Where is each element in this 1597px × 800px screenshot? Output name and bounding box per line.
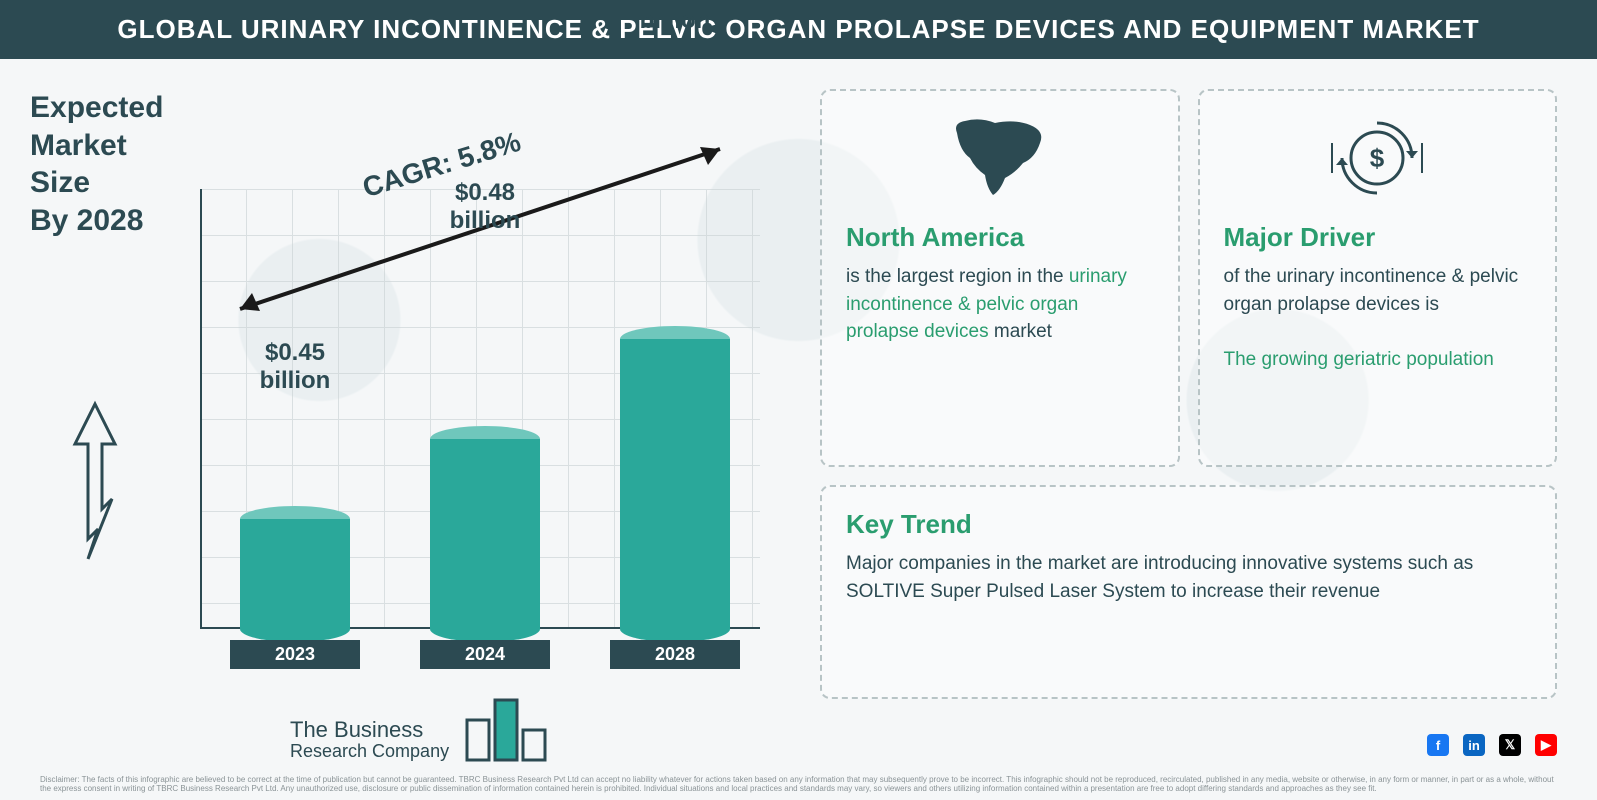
card-text-pre: is the largest region in the: [846, 266, 1069, 287]
bar-bottom: [620, 616, 730, 642]
bar-2024: $0.48 billion 2024: [430, 439, 540, 629]
card-major-driver: $ Major Driver of the urinary incontinen…: [1198, 89, 1558, 467]
right-panel: North America is the largest region in t…: [820, 59, 1597, 699]
header-title: GLOBAL URINARY INCONTINENCE & PELVIC ORG…: [117, 14, 1479, 44]
social-glyph: 𝕏: [1505, 737, 1515, 753]
x-icon[interactable]: 𝕏: [1499, 734, 1521, 756]
card-body: is the largest region in the urinary inc…: [846, 263, 1154, 346]
social-glyph: f: [1436, 738, 1440, 753]
bars-container: $0.45 billion 2023 $0.48 billion: [200, 189, 760, 629]
bar-value-l2: billion: [415, 207, 555, 235]
bar-body: [430, 439, 540, 629]
year-label: 2024: [420, 640, 550, 669]
social-links: f in 𝕏 ▶: [1427, 734, 1557, 756]
content-area: Expected Market Size By 2028 CAGR: 5.8% …: [0, 59, 1597, 699]
north-america-map-icon: [945, 113, 1055, 203]
bar-bottom: [430, 616, 540, 642]
bar-2023: $0.45 billion 2023: [240, 519, 350, 629]
logo-bars-icon: [461, 692, 551, 762]
card-body: Major companies in the market are introd…: [846, 550, 1531, 605]
header-bar: GLOBAL URINARY INCONTINENCE & PELVIC ORG…: [0, 0, 1597, 59]
card-title: Major Driver: [1224, 222, 1532, 253]
card-text-hl: The growing geriatric population: [1224, 349, 1494, 370]
card-key-trend: Key Trend Major companies in the market …: [820, 485, 1557, 699]
bar-value-l2: billion: [605, 7, 745, 35]
disclaimer-text: Disclaimer: The facts of this infographi…: [40, 775, 1557, 794]
social-glyph: ▶: [1541, 737, 1551, 753]
card-text-pre: of the urinary incontinence & pelvic org…: [1224, 266, 1519, 315]
card-body: of the urinary incontinence & pelvic org…: [1224, 263, 1532, 373]
card-text-post: market: [994, 321, 1052, 342]
youtube-icon[interactable]: ▶: [1535, 734, 1557, 756]
bar-value-l1: $0.45: [225, 339, 365, 367]
facebook-icon[interactable]: f: [1427, 734, 1449, 756]
expected-l1: Expected: [30, 89, 800, 127]
company-logo: The Business Research Company: [290, 692, 551, 762]
year-label: 2028: [610, 640, 740, 669]
logo-line2: Research Company: [290, 742, 449, 762]
bar-value-l2: billion: [225, 367, 365, 395]
card-title: North America: [846, 222, 1154, 253]
bar-body: [620, 339, 730, 629]
bar-2028: $0.6 billion 2028: [620, 339, 730, 629]
bar-value-l1: $0.6: [605, 0, 745, 7]
dollar-cycle-icon: $: [1322, 113, 1432, 203]
bar-body: [240, 519, 350, 629]
year-label: 2023: [230, 640, 360, 669]
logo-line1: The Business: [290, 718, 449, 742]
svg-text:$: $: [1370, 143, 1385, 173]
bar-value-l1: $0.48: [415, 179, 555, 207]
up-arrow-bolt-icon: [60, 399, 130, 589]
card-title: Key Trend: [846, 509, 1531, 540]
chart: CAGR: 5.8% $0.45 billion 2023 $0.48 bill…: [200, 189, 760, 629]
linkedin-icon[interactable]: in: [1463, 734, 1485, 756]
bar-bottom: [240, 616, 350, 642]
logo-text: The Business Research Company: [290, 718, 449, 762]
left-panel: Expected Market Size By 2028 CAGR: 5.8% …: [0, 59, 820, 699]
social-glyph: in: [1468, 738, 1480, 753]
card-north-america: North America is the largest region in t…: [820, 89, 1180, 467]
